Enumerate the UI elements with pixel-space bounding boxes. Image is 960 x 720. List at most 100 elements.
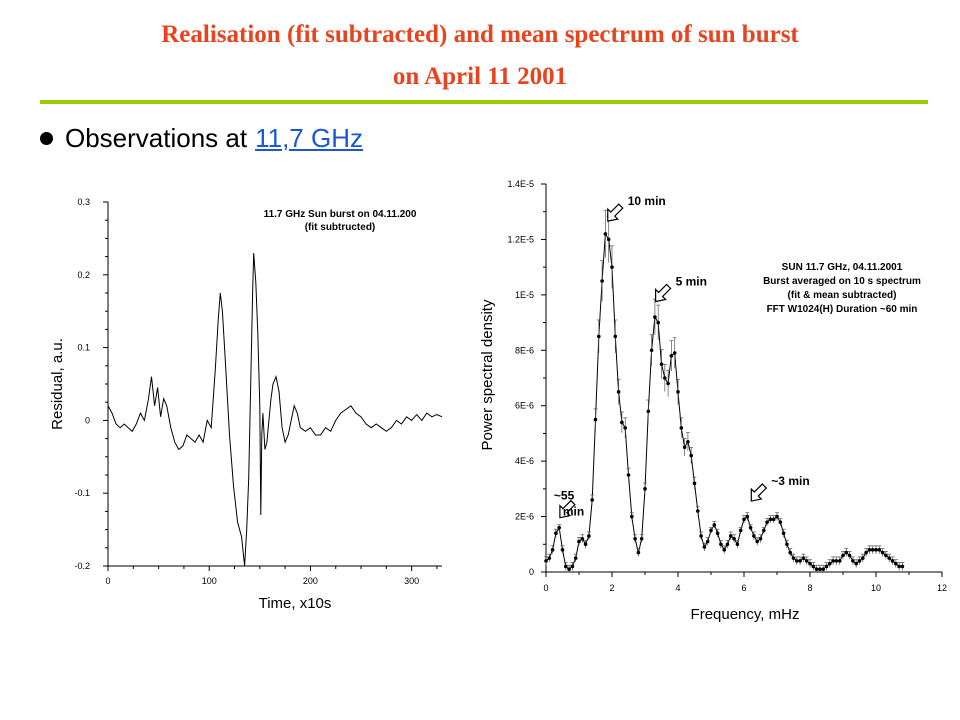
data-point — [570, 564, 575, 569]
x-tick-label: 200 — [303, 576, 318, 586]
data-point — [900, 564, 905, 569]
data-point — [709, 528, 713, 533]
data-point — [884, 553, 888, 558]
data-point — [824, 564, 829, 569]
x-tick-label: 100 — [202, 576, 217, 586]
period-marker: ~55 min — [554, 489, 584, 519]
data-point — [587, 534, 591, 538]
y-tick-label: -0.1 — [74, 488, 90, 498]
x-tick-label: 6 — [741, 583, 746, 593]
data-point — [689, 453, 693, 458]
data-point — [857, 559, 862, 563]
spectrum-y-axis-title: Power spectral density — [479, 299, 496, 450]
y-tick-label: 8E-6 — [515, 345, 534, 355]
data-point — [894, 561, 898, 566]
y-tick-label: 0.1 — [77, 343, 90, 353]
data-point — [646, 409, 651, 414]
period-marker: 10 min — [607, 194, 666, 222]
data-point — [696, 509, 700, 513]
data-point — [613, 334, 618, 339]
data-point — [841, 553, 845, 558]
data-point — [610, 265, 614, 269]
residual-series-line — [107, 252, 443, 567]
data-point — [781, 531, 786, 535]
data-point — [567, 567, 571, 572]
spectrum-annotation-line: (fit & mean subtracted) — [788, 290, 897, 301]
data-point — [666, 381, 670, 386]
period-arrow-icon — [750, 483, 768, 502]
period-label: 10 min — [628, 194, 666, 208]
x-tick-label: 4 — [675, 583, 680, 593]
data-point — [854, 561, 858, 566]
bullet-item: Observations at 11,7 GHz — [40, 118, 363, 158]
data-point — [692, 481, 697, 486]
bullet-text: Observations at — [65, 122, 248, 153]
data-point — [544, 559, 548, 563]
data-point — [755, 539, 759, 544]
data-point — [785, 542, 789, 547]
data-point — [745, 514, 750, 519]
data-point — [663, 376, 667, 380]
data-point — [593, 417, 598, 422]
data-point — [771, 517, 776, 522]
data-point — [791, 556, 796, 560]
data-point — [798, 559, 802, 563]
frequency-link[interactable]: 11,7 GHz — [255, 122, 363, 153]
data-point — [738, 528, 743, 533]
data-point — [880, 550, 885, 555]
data-point — [831, 559, 835, 563]
data-point — [560, 548, 565, 552]
y-tick-label: 0 — [85, 415, 90, 425]
bullet-dot-icon — [40, 131, 53, 145]
data-point — [897, 564, 901, 569]
data-point — [890, 559, 895, 563]
data-point — [676, 390, 680, 394]
data-point — [887, 556, 891, 560]
spectrum-chart: 0 2E-6 4E-6 6E-6 8E-6 1E-5 1.2E-5 1.4E-5 0 2 4 6 8 10… — [479, 179, 947, 623]
data-point — [705, 539, 710, 544]
data-point — [870, 548, 875, 552]
spectrum-x-axis-title: Frequency, mHz — [691, 606, 800, 623]
y-tick-label: 0.3 — [77, 197, 90, 207]
spectrum-annotation-line: SUN 11.7 GHz, 04.11.2001 — [782, 262, 903, 273]
data-point — [577, 539, 581, 544]
data-point — [778, 520, 783, 524]
data-point — [583, 542, 588, 547]
data-point — [847, 553, 852, 558]
data-point — [547, 556, 552, 560]
data-point — [877, 548, 882, 552]
slide-title: Realisation (fit subtracted) and mean sp… — [40, 14, 920, 98]
data-point — [775, 514, 779, 519]
data-point — [550, 548, 555, 552]
data-point — [686, 439, 690, 444]
x-tick-label: 10 — [871, 583, 881, 593]
data-point — [762, 528, 766, 533]
data-point — [758, 536, 763, 541]
data-point — [814, 567, 819, 572]
data-point — [603, 232, 608, 236]
y-tick-label: 0 — [529, 567, 534, 577]
data-point — [818, 567, 822, 572]
data-point — [653, 315, 657, 319]
data-point — [719, 542, 723, 547]
x-tick-label: 8 — [807, 583, 812, 593]
data-point — [725, 542, 730, 547]
data-point — [722, 548, 726, 552]
residual-chart-subtitle: (fit subtructed) — [305, 222, 376, 233]
data-point — [620, 420, 624, 425]
data-point — [788, 550, 792, 555]
period-arrow-icon — [559, 499, 576, 519]
data-point — [715, 531, 720, 535]
residual-y-axis-title: Residual, a.u. — [49, 338, 66, 430]
data-point — [643, 487, 647, 491]
data-point — [639, 536, 644, 541]
data-point — [633, 536, 637, 541]
residual-x-axis-title: Time, x10s — [259, 595, 332, 612]
data-point — [742, 517, 746, 522]
data-point — [659, 362, 664, 366]
data-point — [597, 334, 601, 339]
data-point — [682, 445, 687, 450]
residual-chart: -0.2 -0.1 0 0.1 0.2 0.3 0 100 200 300 11.7 GHz Sun… — [49, 197, 443, 612]
data-point — [864, 550, 868, 555]
x-tick-label: 0 — [543, 583, 548, 593]
